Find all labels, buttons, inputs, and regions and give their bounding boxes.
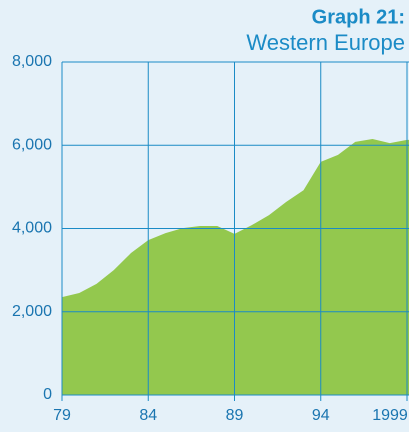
y-tick-label: 6,000 [12,136,52,153]
x-tick-label: 1999 [372,407,408,424]
y-tick-label: 0 [43,386,52,403]
y-tick-label: 4,000 [12,220,52,237]
x-tick-label: 84 [139,407,157,424]
x-tick-label: 89 [226,407,244,424]
x-tick-label: 79 [53,407,71,424]
chart-subtitle: Western Europe [246,30,405,55]
y-tick-label: 8,000 [12,53,52,70]
x-tick-label: 94 [312,407,330,424]
chart-title: Graph 21: [312,6,405,28]
y-tick-label: 2,000 [12,303,52,320]
